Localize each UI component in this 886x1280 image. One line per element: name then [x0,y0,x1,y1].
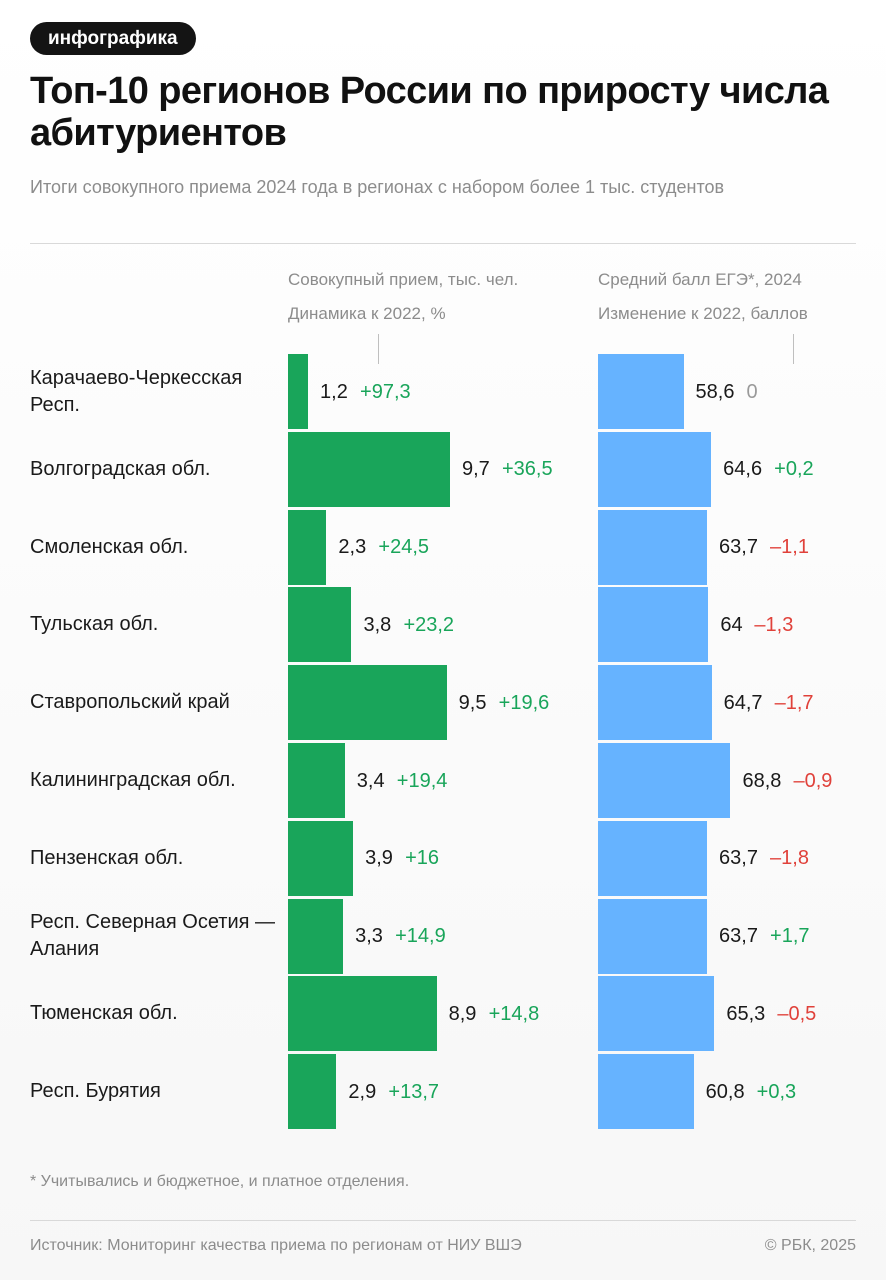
intake-bar [288,431,450,507]
top-divider [30,243,856,244]
intake-change: +23,2 [403,613,455,636]
ege-bar [598,587,709,663]
region-label: Пензенская обл. [30,846,184,869]
region-label: Тюменская обл. [30,1002,178,1025]
ege-bar [598,898,708,974]
region-label: Волгоградская обл. [30,457,211,480]
ege-value: 64,7 [723,691,763,714]
right-header-line2: Изменение к 2022, баллов [598,304,808,323]
intake-value: 3,4 [356,769,385,792]
intake-bar [288,743,345,818]
region-label: Смоленская обл. [30,535,189,558]
intake-change: +24,5 [378,536,430,559]
region-label: Ставропольский край [30,691,230,714]
region-label: Карачаево-Черкесская Респ. [30,366,243,416]
right-header-tick [793,334,794,364]
ege-bar [598,431,712,507]
intake-bar [288,976,437,1052]
intake-value: 3,3 [355,925,383,948]
ege-change: –1,3 [754,613,794,636]
ege-change: –0,5 [777,1002,817,1025]
footnote: * Учитывались и бюджетное, и платное отд… [30,1173,410,1190]
intake-bar [288,1054,337,1130]
ege-bar [598,354,684,429]
intake-bar [288,354,309,429]
ege-change: –1,8 [770,847,809,870]
infographic-tag: инфографика [30,22,196,55]
intake-change: +14,9 [395,925,446,948]
ege-value: 64,6 [723,458,763,481]
intake-value: 9,7 [461,458,490,481]
source-text: Источник: Мониторинг качества приема по … [30,1237,522,1254]
bottom-divider [30,1220,856,1221]
intake-change: +16 [405,847,440,870]
intake-bar [288,820,354,896]
intake-value: 2,3 [338,536,367,559]
ege-change: 0 [746,380,758,403]
ege-change: +1,7 [770,925,810,948]
region-label: Респ. Северная Осетия — Алания [30,911,276,961]
left-header-line2: Динамика к 2022, % [288,304,446,323]
intake-change: +13,7 [388,1080,440,1103]
left-header-tick [378,334,379,364]
page-title: Топ-10 регионов России по приросту числа… [30,70,829,154]
ege-bar [598,509,708,585]
ege-bar [598,743,731,818]
intake-bar [288,898,344,974]
intake-change: +36,5 [501,458,553,481]
intake-bar [288,587,352,663]
intake-value: 1,2 [320,380,348,403]
ege-bar [598,665,712,741]
intake-change: +19,4 [396,769,448,792]
intake-value: 3,9 [365,847,393,870]
region-label: Респ. Бурятия [30,1080,161,1103]
ege-value: 63,7 [719,536,758,559]
region-label: Калининградская обл. [30,769,236,791]
ege-value: 68,8 [742,769,782,792]
intake-value: 3,8 [363,613,392,636]
ege-value: 60,8 [705,1080,745,1103]
page-subtitle: Итоги совокупного приема 2024 года в рег… [30,177,725,197]
ege-change: –1,1 [770,536,809,559]
intake-value: 9,5 [458,691,487,714]
intake-value: 2,9 [348,1080,377,1103]
ege-change: –0,9 [793,769,833,792]
ege-value: 63,7 [719,847,758,870]
intake-change: +14,8 [488,1002,540,1025]
intake-change: +19,6 [498,691,550,714]
ege-value: 63,7 [719,925,758,948]
ege-value: 58,6 [695,380,735,403]
intake-value: 8,9 [448,1002,477,1025]
ege-bar [598,976,715,1052]
region-label: Тульская обл. [30,613,159,636]
ege-value: 65,3 [726,1002,766,1025]
copyright: © РБК, 2025 [764,1237,856,1254]
intake-change: +97,3 [360,380,411,403]
ege-bar [598,1054,694,1130]
ege-change: –1,7 [774,691,814,714]
intake-bar [288,665,447,741]
left-header-line1: Совокупный прием, тыс. чел. [288,270,519,289]
ege-change: +0,2 [774,458,814,481]
ege-bar [598,820,708,896]
right-header-line1: Средний балл ЕГЭ*, 2024 [598,270,802,289]
ege-value: 64 [720,613,743,636]
intake-bar [288,509,327,585]
ege-change: +0,3 [756,1080,797,1103]
